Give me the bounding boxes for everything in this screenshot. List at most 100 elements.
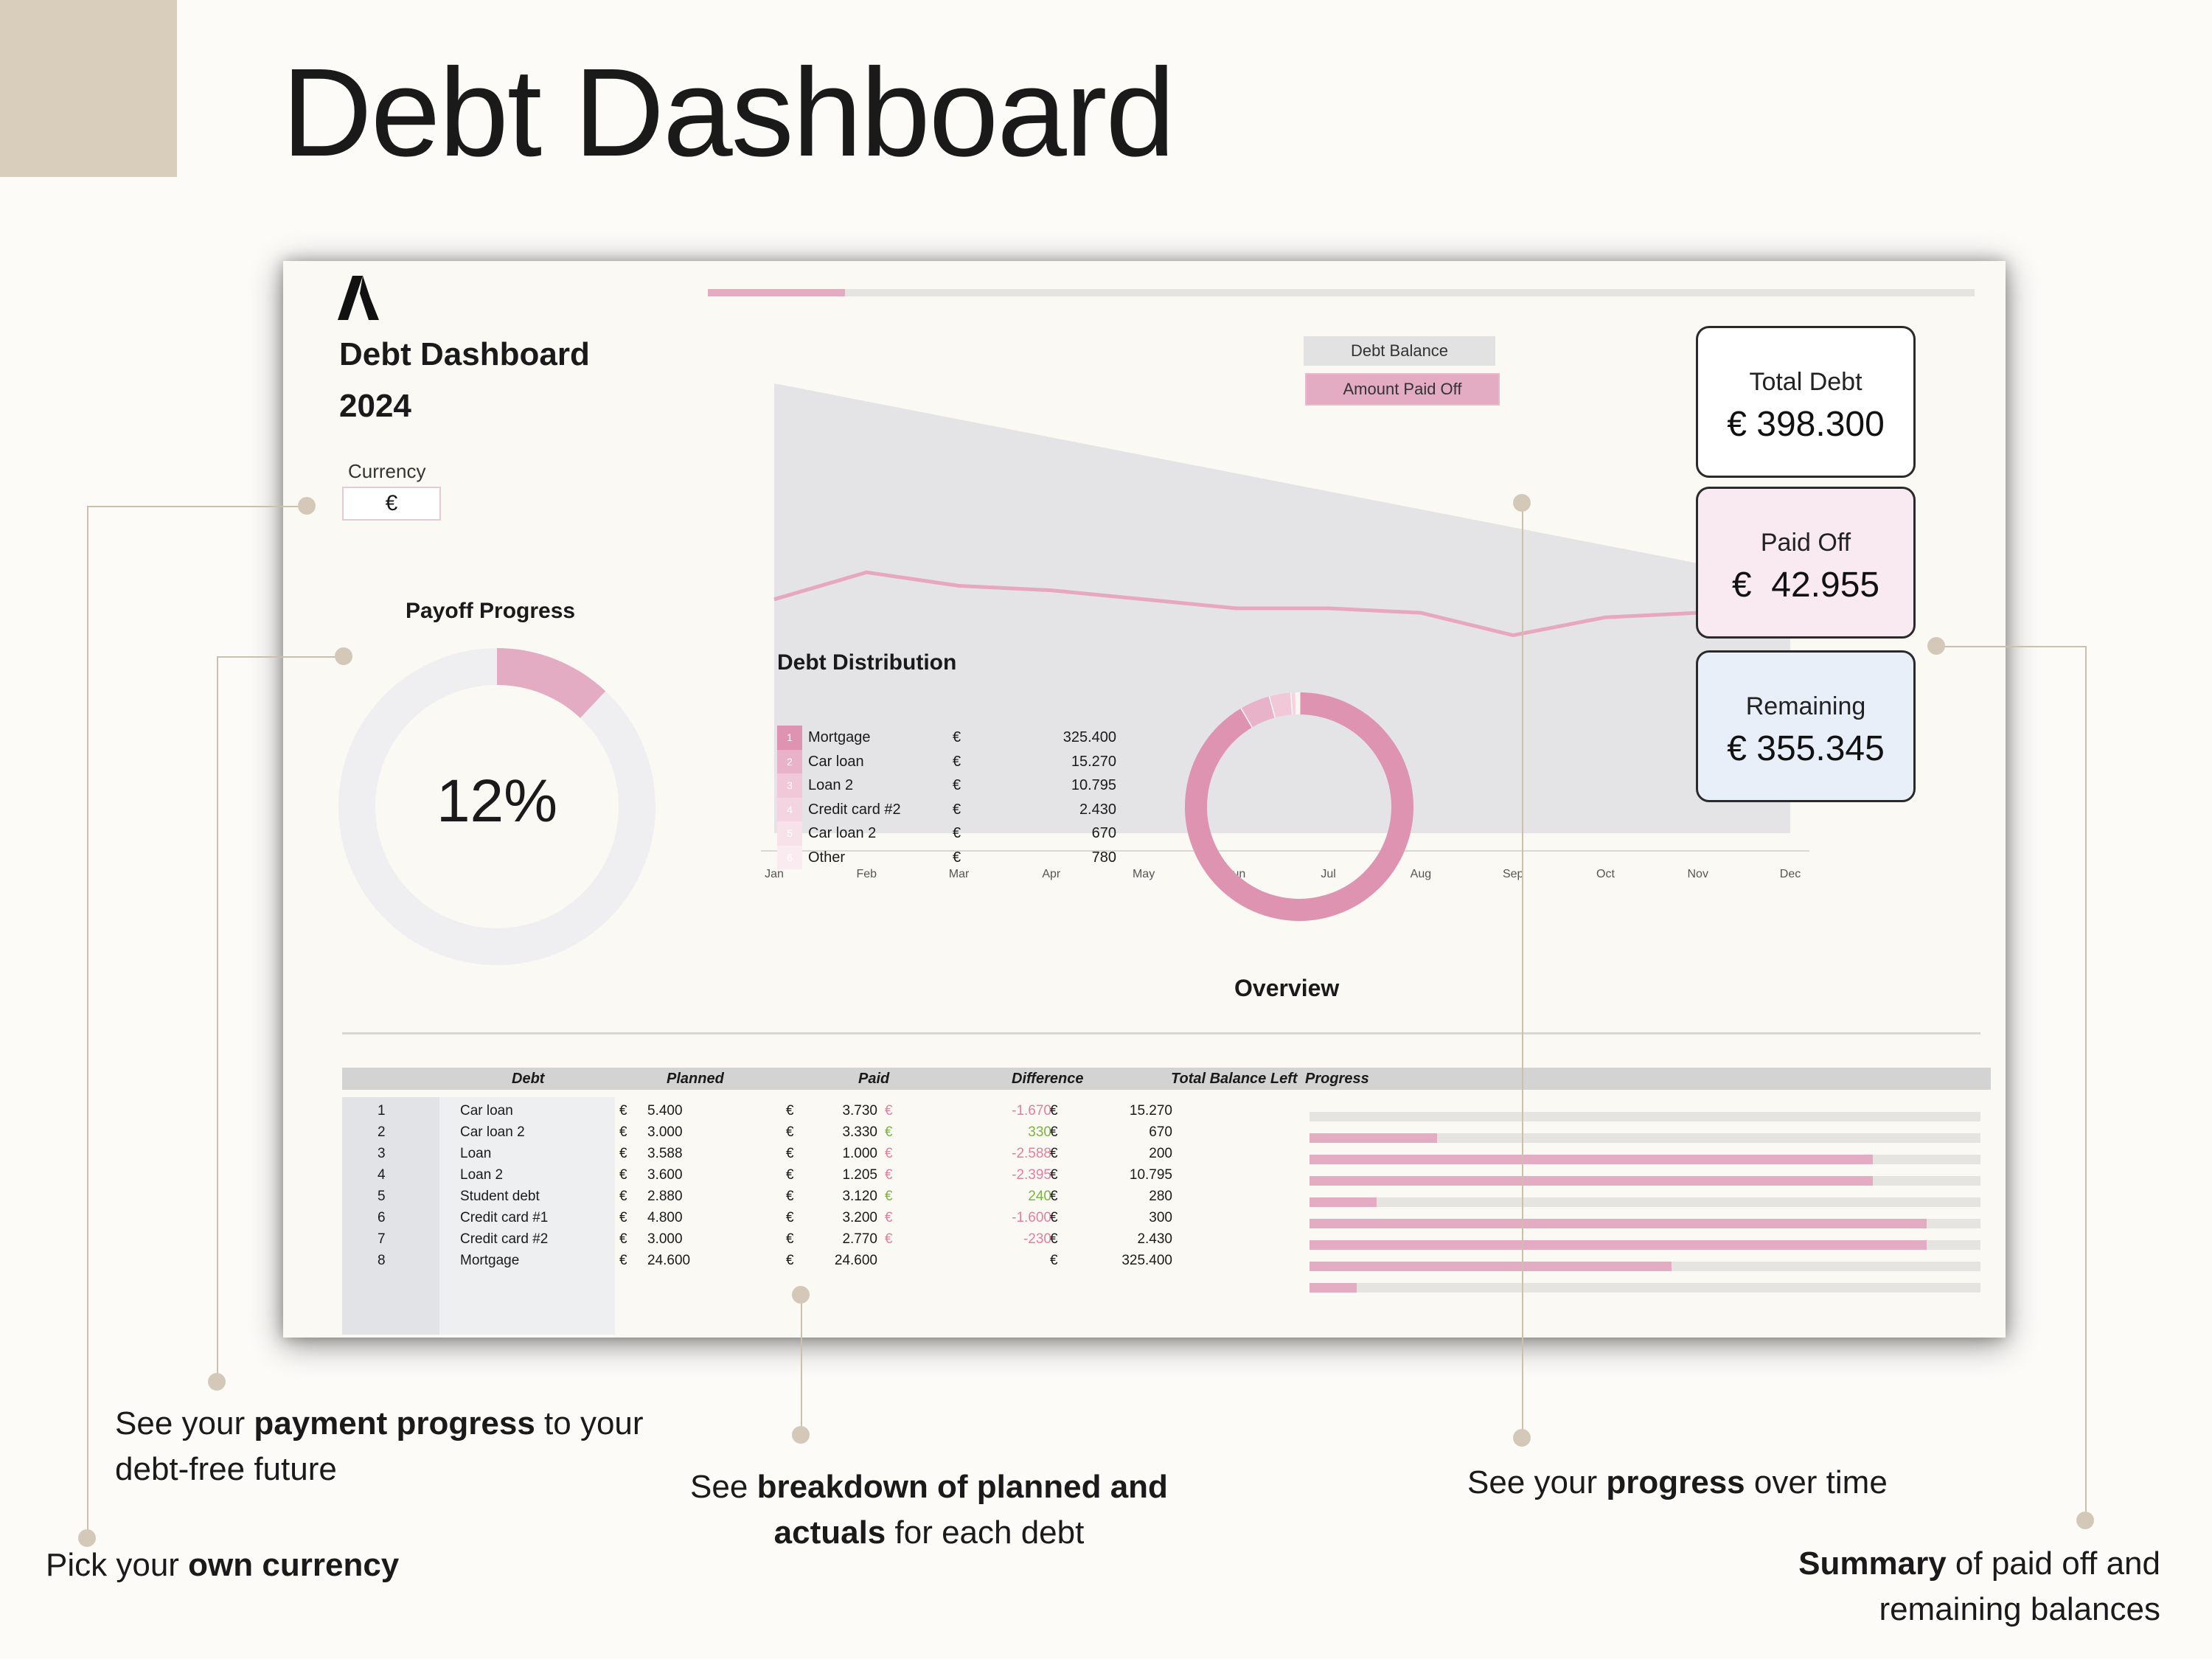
row-planned: 5.400 — [647, 1103, 683, 1119]
progress-bar-track — [1310, 1155, 1980, 1164]
index-column-bg — [342, 1097, 439, 1335]
top-progress-fill — [708, 289, 845, 296]
row-difference: 240 — [1028, 1189, 1051, 1204]
distribution-row: 1 Mortgage €325.400 — [777, 726, 1116, 750]
row-difference: -230 — [1023, 1231, 1051, 1247]
row-balance: 325.400 — [1121, 1253, 1172, 1268]
progress-bar-fill — [1310, 1176, 1874, 1186]
overview-row: 2 Car loan 2 €3.000 €3.330 €330 €670 — [342, 1121, 1991, 1143]
total-debt-value: € 398.300 — [1727, 405, 1885, 444]
overview-row: 7 Credit card #2 €3.000 €2.770 € -230 €2.430 — [342, 1228, 1991, 1250]
distribution-currency: € — [953, 729, 961, 745]
row-debt-name: Loan 2 — [460, 1167, 504, 1183]
row-balance: 280 — [1149, 1189, 1172, 1204]
row-planned-currency: € — [619, 1189, 627, 1204]
row-diff-currency: € — [885, 1146, 893, 1161]
payoff-progress-title: Payoff Progress — [406, 599, 576, 623]
row-paid: 3.330 — [842, 1124, 877, 1140]
x-tick-label: Dec — [1780, 868, 1801, 880]
callout-payment-progress: See your payment progress to your debt-f… — [115, 1405, 644, 1487]
row-paid: 2.770 — [842, 1231, 877, 1247]
row-index: 2 — [378, 1124, 386, 1140]
row-index: 6 — [378, 1210, 386, 1225]
row-paid: 3.200 — [842, 1210, 877, 1225]
distribution-name: Credit card #2 — [808, 801, 901, 818]
x-tick-label: Feb — [856, 868, 877, 880]
overview-row: 3 Loan €3.588 €1.000 € -2.588 €200 — [342, 1143, 1991, 1164]
payoff-percent: 12% — [436, 768, 558, 835]
row-planned: 3.588 — [647, 1146, 683, 1161]
row-paid: 3.120 — [842, 1189, 877, 1204]
row-planned-currency: € — [619, 1167, 627, 1183]
row-diff-currency: € — [885, 1210, 893, 1225]
legend-amount-paid-off: Amount Paid Off — [1305, 373, 1500, 406]
distribution-index: 4 — [777, 797, 802, 821]
x-tick-label: Sep — [1503, 868, 1524, 880]
progress-bar-track — [1310, 1240, 1980, 1250]
row-paid: 3.730 — [842, 1103, 877, 1119]
distribution-name: Car loan 2 — [808, 825, 877, 841]
row-paid-currency: € — [786, 1253, 794, 1268]
row-balance: 200 — [1149, 1146, 1172, 1161]
series-amount-paid-off-line — [773, 570, 1790, 638]
row-paid-currency: € — [786, 1167, 794, 1183]
dashboard-title: Debt Dashboard 2024 — [339, 329, 590, 433]
row-balance-currency: € — [1050, 1124, 1058, 1140]
callout-progress-over-time: See your progress over time — [1467, 1464, 1888, 1500]
row-paid-currency: € — [786, 1103, 794, 1119]
row-debt-name: Credit card #2 — [460, 1231, 549, 1247]
overview-divider — [342, 1032, 1980, 1034]
progress-bar-fill — [1310, 1197, 1377, 1207]
distribution-slice — [1270, 692, 1293, 718]
callout-dot-payoff — [335, 647, 352, 665]
row-index: 4 — [378, 1167, 386, 1183]
row-planned-currency: € — [619, 1103, 627, 1119]
row-balance: 15.270 — [1129, 1103, 1172, 1119]
distribution-name: Mortgage — [808, 729, 871, 745]
x-tick-label: Mar — [949, 868, 970, 880]
callout-dot-currency — [298, 497, 316, 515]
currency-input[interactable]: € — [342, 487, 441, 521]
row-paid: 1.205 — [842, 1167, 877, 1183]
distribution-row: 3 Loan 2 €10.795 — [777, 773, 1116, 798]
row-diff-currency: € — [885, 1124, 893, 1140]
x-tick-label: Nov — [1688, 868, 1708, 880]
row-diff-currency: € — [885, 1103, 893, 1119]
distribution-currency: € — [953, 753, 961, 770]
overview-title: Overview — [1234, 975, 1340, 1001]
callout-dot-breakdown-end — [792, 1426, 810, 1444]
slice-gap — [1240, 707, 1254, 728]
callout-dot-time-end — [1513, 1429, 1531, 1447]
distribution-row: 6 Other €780 — [777, 845, 1116, 869]
row-balance: 10.795 — [1129, 1167, 1172, 1183]
debt-distribution-table: 1 Mortgage €325.400 2 Car loan €15.270 3 Loan 2… — [777, 726, 1116, 869]
row-balance: 2.430 — [1137, 1231, 1172, 1247]
row-difference: -2.588 — [1012, 1146, 1051, 1161]
brand-logo-icon — [338, 276, 379, 320]
row-debt-name: Credit card #1 — [460, 1210, 549, 1225]
debt-distribution-donut — [1185, 692, 1413, 921]
overview-row: 4 Loan 2 €3.600 €1.205 € -2.395 €10.795 — [342, 1164, 1991, 1186]
row-paid: 1.000 — [842, 1146, 877, 1161]
row-paid-currency: € — [786, 1189, 794, 1204]
callout-summary: Summary of paid off and remaining balanc… — [1798, 1545, 2160, 1627]
row-difference: -2.395 — [1012, 1167, 1051, 1183]
distribution-name: Car loan — [808, 753, 864, 770]
row-diff-currency: € — [885, 1167, 893, 1183]
row-debt-name: Loan — [460, 1146, 492, 1161]
progress-bar-track — [1310, 1283, 1980, 1293]
distribution-index: 5 — [777, 821, 802, 846]
distribution-row: 5 Car loan 2 €670 — [777, 821, 1116, 846]
header-debt: Debt — [512, 1071, 545, 1087]
overview-row: 1 Car loan €5.400 €3.730 € -1.670 €15.270 — [342, 1100, 1991, 1121]
row-difference: -1.600 — [1012, 1210, 1051, 1225]
distribution-index: 1 — [777, 726, 802, 750]
row-balance-currency: € — [1050, 1210, 1058, 1225]
progress-bar-track — [1310, 1197, 1980, 1207]
row-balance-currency: € — [1050, 1167, 1058, 1183]
overview-row: 6 Credit card #1 €4.800 €3.200 € -1.600 €300 — [342, 1207, 1991, 1228]
x-tick-label: Jul — [1321, 868, 1335, 880]
distribution-index: 3 — [777, 773, 802, 798]
row-balance-currency: € — [1050, 1103, 1058, 1119]
distribution-value: 670 — [1091, 825, 1116, 841]
